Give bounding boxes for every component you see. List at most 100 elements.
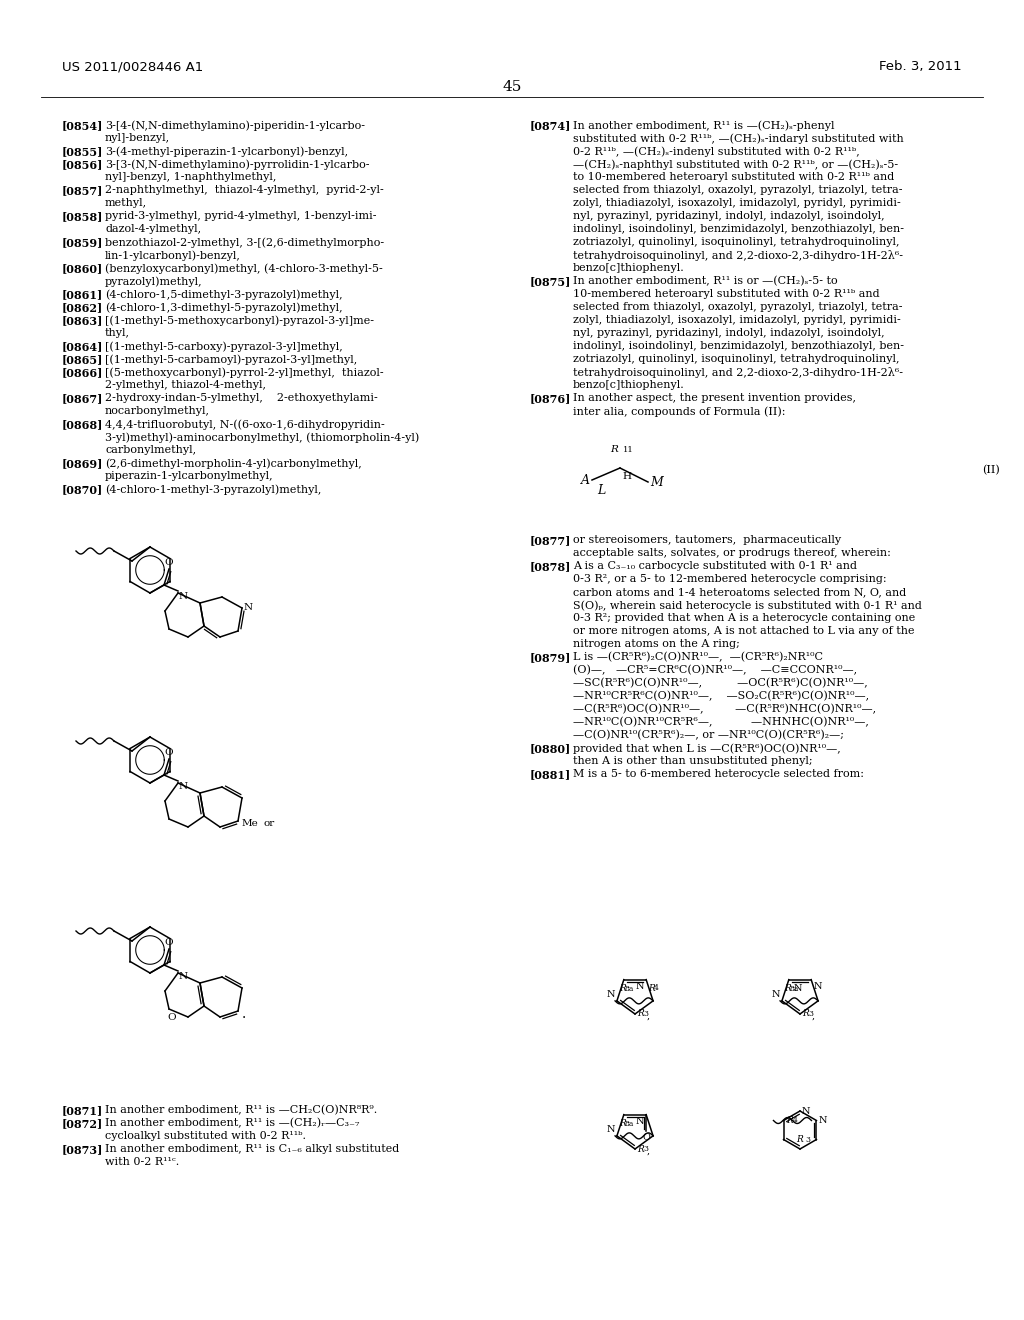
- Text: [0873]: [0873]: [62, 1144, 103, 1155]
- Text: [0868]: [0868]: [62, 418, 103, 430]
- Text: N: N: [802, 1106, 811, 1115]
- Text: 3-[4-(N,N-dimethylamino)-piperidin-1-ylcarbo-: 3-[4-(N,N-dimethylamino)-piperidin-1-ylc…: [105, 120, 365, 131]
- Text: O: O: [168, 1014, 176, 1023]
- Text: [0869]: [0869]: [62, 458, 103, 469]
- Text: N: N: [771, 990, 780, 999]
- Text: 3: 3: [643, 1010, 648, 1018]
- Text: [0867]: [0867]: [62, 393, 103, 404]
- Text: 8a: 8a: [625, 1119, 634, 1127]
- Text: R: R: [610, 445, 618, 454]
- Text: ,: ,: [647, 1147, 650, 1155]
- Text: US 2011/0028446 A1: US 2011/0028446 A1: [62, 59, 203, 73]
- Text: In another embodiment, R¹¹ is or —(CH₂)ₛ-5- to: In another embodiment, R¹¹ is or —(CH₂)ₛ…: [573, 276, 838, 286]
- Text: carbonylmethyl,: carbonylmethyl,: [105, 445, 197, 455]
- Text: L is —(CR⁵R⁶)₂C(O)NR¹⁰—,  —(CR⁵R⁶)₂NR¹⁰C: L is —(CR⁵R⁶)₂C(O)NR¹⁰—, —(CR⁵R⁶)₂NR¹⁰C: [573, 652, 823, 663]
- Text: H: H: [622, 473, 631, 480]
- Text: (4-chloro-1,5-dimethyl-3-pyrazolyl)methyl,: (4-chloro-1,5-dimethyl-3-pyrazolyl)methy…: [105, 289, 343, 300]
- Text: [0857]: [0857]: [62, 185, 103, 195]
- Text: ,: ,: [647, 1011, 650, 1020]
- Text: R: R: [786, 1115, 794, 1125]
- Text: R: R: [648, 983, 655, 993]
- Text: [0862]: [0862]: [62, 302, 103, 313]
- Text: 2-hydroxy-indan-5-ylmethyl,    2-ethoxyethylami-: 2-hydroxy-indan-5-ylmethyl, 2-ethoxyethy…: [105, 393, 378, 403]
- Text: (2,6-dimethyl-morpholin-4-yl)carbonylmethyl,: (2,6-dimethyl-morpholin-4-yl)carbonylmet…: [105, 458, 361, 469]
- Text: indolinyl, isoindolinyl, benzimidazolyl, benzothiazolyl, ben-: indolinyl, isoindolinyl, benzimidazolyl,…: [573, 224, 904, 234]
- Text: zotriazolyl, quinolinyl, isoquinolinyl, tetrahydroquinolinyl,: zotriazolyl, quinolinyl, isoquinolinyl, …: [573, 238, 899, 247]
- Text: O: O: [165, 939, 173, 946]
- Text: 3: 3: [805, 1137, 810, 1144]
- Text: piperazin-1-ylcarbonylmethyl,: piperazin-1-ylcarbonylmethyl,: [105, 471, 273, 480]
- Text: —(CH₂)ₛ-naphthyl substituted with 0-2 R¹¹ᵇ, or —(CH₂)ₛ-5-: —(CH₂)ₛ-naphthyl substituted with 0-2 R¹…: [573, 158, 898, 169]
- Text: (benzyloxycarbonyl)methyl, (4-chloro-3-methyl-5-: (benzyloxycarbonyl)methyl, (4-chloro-3-m…: [105, 263, 383, 273]
- Text: nyl, pyrazinyl, pyridazinyl, indolyl, indazolyl, isoindolyl,: nyl, pyrazinyl, pyridazinyl, indolyl, in…: [573, 211, 885, 220]
- Text: 4: 4: [793, 1117, 798, 1125]
- Text: selected from thiazolyl, oxazolyl, pyrazolyl, triazolyl, tetra-: selected from thiazolyl, oxazolyl, pyraz…: [573, 302, 902, 312]
- Text: tetrahydroisoquinolinyl, and 2,2-dioxo-2,3-dihydro-1H-2λ⁶-: tetrahydroisoquinolinyl, and 2,2-dioxo-2…: [573, 367, 903, 378]
- Text: 45: 45: [503, 81, 521, 94]
- Text: A: A: [581, 474, 590, 487]
- Text: [0881]: [0881]: [530, 770, 571, 780]
- Text: pyrazolyl)methyl,: pyrazolyl)methyl,: [105, 276, 203, 286]
- Text: In another embodiment, R¹¹ is C₁₋₆ alkyl substituted: In another embodiment, R¹¹ is C₁₋₆ alkyl…: [105, 1144, 399, 1154]
- Text: nyl, pyrazinyl, pyridazinyl, indolyl, indazolyl, isoindolyl,: nyl, pyrazinyl, pyridazinyl, indolyl, in…: [573, 327, 885, 338]
- Text: (4-chloro-1-methyl-3-pyrazolyl)methyl,: (4-chloro-1-methyl-3-pyrazolyl)methyl,: [105, 484, 322, 495]
- Text: 10-membered heteroaryl substituted with 0-2 R¹¹ᵇ and: 10-membered heteroaryl substituted with …: [573, 289, 880, 300]
- Text: [0874]: [0874]: [530, 120, 571, 131]
- Text: O: O: [642, 1133, 650, 1142]
- Text: ,: ,: [812, 1011, 815, 1020]
- Text: R: R: [797, 1135, 804, 1144]
- Text: R: R: [784, 983, 791, 993]
- Text: .: .: [242, 1007, 246, 1020]
- Text: [(1-methyl-5-methoxycarbonyl)-pyrazol-3-yl]me-: [(1-methyl-5-methoxycarbonyl)-pyrazol-3-…: [105, 315, 374, 326]
- Text: [(1-methyl-5-carbamoyl)-pyrazol-3-yl]methyl,: [(1-methyl-5-carbamoyl)-pyrazol-3-yl]met…: [105, 354, 357, 364]
- Text: [0854]: [0854]: [62, 120, 103, 131]
- Text: (O)—,   —CR⁵=CR⁶C(O)NR¹⁰—,    —C≡CCONR¹⁰—,: (O)—, —CR⁵=CR⁶C(O)NR¹⁰—, —C≡CCONR¹⁰—,: [573, 665, 857, 676]
- Text: [0880]: [0880]: [530, 743, 571, 754]
- Text: N: N: [606, 990, 615, 999]
- Text: cycloalkyl substituted with 0-2 R¹¹ᵇ.: cycloalkyl substituted with 0-2 R¹¹ᵇ.: [105, 1131, 306, 1140]
- Text: [0878]: [0878]: [530, 561, 571, 572]
- Text: 4,4,4-trifluorobutyl, N-((6-oxo-1,6-dihydropyridin-: 4,4,4-trifluorobutyl, N-((6-oxo-1,6-dihy…: [105, 418, 385, 429]
- Text: indolinyl, isoindolinyl, benzimidazolyl, benzothiazolyl, ben-: indolinyl, isoindolinyl, benzimidazolyl,…: [573, 341, 904, 351]
- Text: methyl,: methyl,: [105, 198, 147, 209]
- Text: In another embodiment, R¹¹ is —(CH₂)ₛ-phenyl: In another embodiment, R¹¹ is —(CH₂)ₛ-ph…: [573, 120, 835, 131]
- Text: [0858]: [0858]: [62, 211, 103, 222]
- Text: 11: 11: [623, 446, 634, 454]
- Text: with 0-2 R¹¹ᶜ.: with 0-2 R¹¹ᶜ.: [105, 1158, 179, 1167]
- Text: [0861]: [0861]: [62, 289, 103, 300]
- Text: In another embodiment, R¹¹ is —(CH₂)ᵣ—C₃₋₇: In another embodiment, R¹¹ is —(CH₂)ᵣ—C₃…: [105, 1118, 359, 1129]
- Text: 3: 3: [808, 1010, 813, 1018]
- Text: S(O)ₚ, wherein said heterocycle is substituted with 0-1 R¹ and: S(O)ₚ, wherein said heterocycle is subst…: [573, 601, 922, 611]
- Text: O: O: [165, 748, 173, 756]
- Text: [0864]: [0864]: [62, 341, 103, 352]
- Text: 8a: 8a: [790, 985, 800, 993]
- Text: [0872]: [0872]: [62, 1118, 103, 1129]
- Text: 3: 3: [643, 1144, 648, 1152]
- Text: or more nitrogen atoms, A is not attached to L via any of the: or more nitrogen atoms, A is not attache…: [573, 626, 914, 636]
- Text: zotriazolyl, quinolinyl, isoquinolinyl, tetrahydroquinolinyl,: zotriazolyl, quinolinyl, isoquinolinyl, …: [573, 354, 899, 364]
- Text: M is a 5- to 6-membered heterocycle selected from:: M is a 5- to 6-membered heterocycle sele…: [573, 770, 864, 779]
- Text: 2-naphthylmethyl,  thiazol-4-ylmethyl,  pyrid-2-yl-: 2-naphthylmethyl, thiazol-4-ylmethyl, py…: [105, 185, 384, 195]
- Text: [(5-methoxycarbonyl)-pyrrol-2-yl]methyl,  thiazol-: [(5-methoxycarbonyl)-pyrrol-2-yl]methyl,…: [105, 367, 384, 378]
- Text: N: N: [606, 1125, 615, 1134]
- Text: 0-3 R²; provided that when A is a heterocycle containing one: 0-3 R²; provided that when A is a hetero…: [573, 612, 915, 623]
- Text: [0860]: [0860]: [62, 263, 103, 275]
- Text: [0875]: [0875]: [530, 276, 571, 286]
- Text: (4-chloro-1,3-dimethyl-5-pyrazolyl)methyl,: (4-chloro-1,3-dimethyl-5-pyrazolyl)methy…: [105, 302, 343, 313]
- Text: [0876]: [0876]: [530, 393, 571, 404]
- Text: N: N: [179, 591, 188, 601]
- Text: 2-ylmethyl, thiazol-4-methyl,: 2-ylmethyl, thiazol-4-methyl,: [105, 380, 266, 389]
- Text: L: L: [597, 484, 605, 498]
- Text: [0855]: [0855]: [62, 147, 103, 157]
- Text: nyl]-benzyl,: nyl]-benzyl,: [105, 133, 170, 143]
- Text: N: N: [244, 603, 253, 612]
- Text: N: N: [636, 1117, 644, 1126]
- Text: —NR¹⁰C(O)NR¹⁰CR⁵R⁶—,           —NHNHC(O)NR¹⁰—,: —NR¹⁰C(O)NR¹⁰CR⁵R⁶—, —NHNHC(O)NR¹⁰—,: [573, 717, 869, 727]
- Text: —NR¹⁰CR⁵R⁶C(O)NR¹⁰—,    —SO₂C(R⁵R⁶)C(O)NR¹⁰—,: —NR¹⁰CR⁵R⁶C(O)NR¹⁰—, —SO₂C(R⁵R⁶)C(O)NR¹⁰…: [573, 690, 869, 701]
- Text: N: N: [179, 781, 188, 791]
- Text: 0-2 R¹¹ᵇ, —(CH₂)ₛ-indenyl substituted with 0-2 R¹¹ᵇ,: 0-2 R¹¹ᵇ, —(CH₂)ₛ-indenyl substituted wi…: [573, 147, 860, 157]
- Text: —C(R⁵R⁶)OC(O)NR¹⁰—,         —C(R⁵R⁶)NHC(O)NR¹⁰—,: —C(R⁵R⁶)OC(O)NR¹⁰—, —C(R⁵R⁶)NHC(O)NR¹⁰—,: [573, 704, 877, 714]
- Text: or: or: [264, 820, 275, 829]
- Text: [0865]: [0865]: [62, 354, 103, 366]
- Text: 4: 4: [654, 983, 659, 991]
